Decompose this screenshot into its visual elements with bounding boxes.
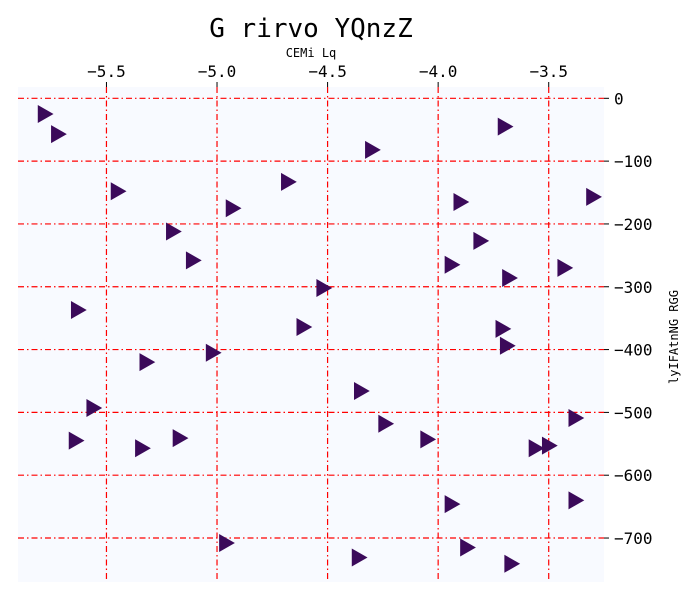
x-tick-label: −4.0 xyxy=(419,62,458,81)
data-point-marker xyxy=(68,431,85,450)
data-point-marker xyxy=(378,414,395,433)
chart-title: G rirvo YQnzZ xyxy=(209,14,413,44)
data-point-marker xyxy=(420,430,437,449)
x-tick-labels: −5.5 −5.0 −4.5 −4.0 −3.5 xyxy=(87,62,568,81)
data-point-marker xyxy=(557,258,574,277)
data-point-marker xyxy=(354,382,370,401)
y-tick-label: −200 xyxy=(614,215,653,234)
data-point-marker xyxy=(205,343,222,362)
data-point-marker xyxy=(460,538,476,557)
data-point-marker xyxy=(502,268,518,287)
data-point-marker xyxy=(497,117,514,136)
y-axis-label: lyIFAtnNG RGG xyxy=(667,290,681,384)
data-point-marker xyxy=(495,319,512,338)
data-point-marker xyxy=(568,491,585,510)
data-point-marker xyxy=(586,187,602,206)
y-tick-label: 0 xyxy=(614,89,624,108)
y-tick-label: −100 xyxy=(614,152,653,171)
data-markers xyxy=(37,105,602,573)
data-point-marker xyxy=(110,182,127,201)
data-point-marker xyxy=(139,353,156,372)
y-tick-label: −400 xyxy=(614,341,653,360)
x-gridlines xyxy=(105,82,550,582)
data-point-marker xyxy=(528,439,545,458)
data-point-marker xyxy=(166,222,182,241)
data-point-marker xyxy=(504,554,521,573)
y-tick-label: −500 xyxy=(614,403,653,422)
data-point-marker xyxy=(316,279,333,298)
data-point-marker xyxy=(135,439,151,458)
x-axis-label: CEMi Lq xyxy=(286,46,337,60)
data-point-marker xyxy=(568,409,585,428)
y-tick-label: −600 xyxy=(614,466,653,485)
x-tick-label: −3.5 xyxy=(529,62,568,81)
data-point-marker xyxy=(37,105,54,124)
data-point-marker xyxy=(473,231,490,250)
y-tick-labels: 0 −100 −200 −300 −400 −500 −600 −700 xyxy=(614,89,653,548)
data-point-marker xyxy=(499,336,516,355)
data-point-marker xyxy=(365,140,381,159)
data-point-marker xyxy=(281,172,297,191)
data-point-marker xyxy=(444,255,461,274)
data-point-marker xyxy=(453,192,470,211)
data-point-marker xyxy=(86,398,103,417)
y-tick-label: −300 xyxy=(614,278,653,297)
data-point-marker xyxy=(219,534,235,553)
data-point-marker xyxy=(541,436,558,455)
x-tick-label: −5.5 xyxy=(87,62,126,81)
y-tick-label: −700 xyxy=(614,529,653,548)
data-point-marker xyxy=(444,495,461,514)
data-point-marker xyxy=(351,548,368,567)
data-point-marker xyxy=(51,125,67,144)
plot-area xyxy=(18,87,604,582)
data-point-marker xyxy=(225,199,242,218)
data-point-marker xyxy=(70,301,87,320)
data-point-marker xyxy=(172,429,189,448)
x-tick-label: −4.5 xyxy=(308,62,347,81)
data-point-marker xyxy=(185,251,202,270)
data-point-marker xyxy=(296,317,313,336)
x-tick-label: −5.0 xyxy=(198,62,237,81)
